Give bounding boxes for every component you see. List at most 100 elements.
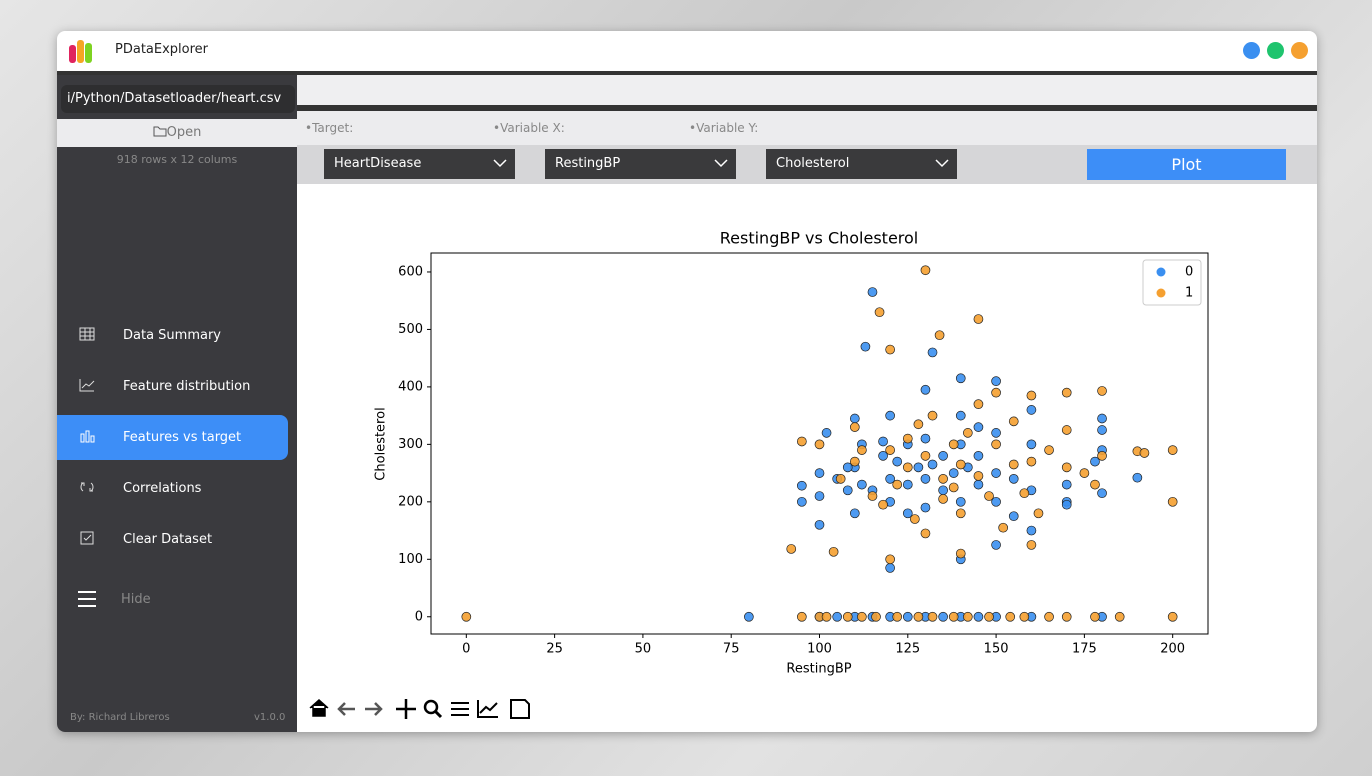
- point: [885, 554, 895, 565]
- point: [998, 522, 1009, 533]
- nav-label: Features vs target: [123, 430, 242, 445]
- point: [920, 502, 931, 513]
- x-tick-label: 75: [723, 642, 740, 657]
- point: [1061, 387, 1072, 398]
- point: [948, 482, 959, 493]
- pan-button[interactable]: [396, 699, 416, 719]
- y-dropdown[interactable]: Cholesterol: [766, 149, 957, 179]
- point: [991, 468, 1001, 478]
- window-button[interactable]: [1243, 42, 1260, 59]
- sidebar: [57, 75, 297, 732]
- point: [1026, 456, 1037, 467]
- point: [892, 479, 903, 490]
- nav-item[interactable]: Correlations: [57, 466, 288, 511]
- point: [878, 436, 888, 447]
- chevron: [935, 159, 949, 168]
- point: [1008, 511, 1019, 522]
- point: [973, 314, 984, 324]
- point: [744, 611, 754, 622]
- point: [991, 439, 1001, 450]
- point: [1061, 425, 1072, 435]
- point: [955, 373, 966, 384]
- point: [984, 491, 994, 501]
- point: [814, 491, 825, 501]
- home-button[interactable]: [309, 698, 329, 717]
- point: [1097, 425, 1107, 435]
- point: [796, 496, 807, 507]
- window-button[interactable]: [1291, 42, 1308, 59]
- hide-label[interactable]: Hide: [121, 592, 151, 607]
- point: [1097, 386, 1107, 396]
- point: [948, 611, 959, 622]
- y-tick-label: 100: [398, 552, 423, 567]
- nav-item[interactable]: Clear Dataset: [57, 517, 288, 562]
- config-button[interactable]: [451, 702, 469, 716]
- axes-button[interactable]: [477, 700, 498, 718]
- point: [910, 514, 920, 524]
- point: [973, 611, 984, 622]
- point: [1005, 611, 1016, 622]
- point: [814, 519, 825, 530]
- target-dropdown[interactable]: HeartDisease: [324, 149, 515, 179]
- menu-icon[interactable]: [77, 590, 97, 608]
- point: [1008, 473, 1019, 484]
- nav-item[interactable]: Feature distribution: [57, 364, 288, 409]
- point: [1114, 611, 1125, 622]
- back-button[interactable]: [337, 702, 355, 716]
- forward-button[interactable]: [365, 702, 383, 716]
- point: [955, 459, 966, 470]
- y-tick-label: 300: [398, 437, 423, 452]
- point: [962, 428, 973, 438]
- icon: [79, 379, 95, 392]
- point: [920, 528, 931, 539]
- point: [1097, 413, 1107, 424]
- point: [857, 611, 867, 622]
- point: [913, 419, 924, 430]
- nav-label: Correlations: [123, 481, 202, 496]
- plot-button[interactable]: Plot: [1087, 149, 1286, 180]
- legend-label: 0: [1185, 265, 1193, 280]
- point: [1044, 445, 1054, 455]
- point: [920, 265, 931, 276]
- point: [973, 479, 984, 490]
- point: [1019, 488, 1030, 499]
- point: [1026, 540, 1037, 550]
- point: [1044, 611, 1054, 622]
- point: [842, 462, 853, 473]
- app-logo: [69, 40, 92, 63]
- open-button[interactable]: Open: [57, 119, 297, 147]
- point: [902, 479, 913, 490]
- point: [1061, 611, 1072, 622]
- point: [927, 459, 938, 470]
- point: [1079, 468, 1090, 478]
- zoom-button[interactable]: [423, 699, 439, 715]
- point: [1026, 525, 1037, 536]
- point: [842, 611, 853, 622]
- window-button[interactable]: [1267, 42, 1284, 59]
- x-tick-label: 150: [984, 642, 1009, 657]
- point: [1132, 472, 1143, 483]
- window: PDataExplorer i/Python/Datasetloader/hea…: [57, 31, 1317, 732]
- point: [878, 451, 888, 461]
- point: [461, 611, 472, 622]
- point: [867, 287, 878, 297]
- y-tick-label: 500: [398, 322, 423, 337]
- point: [1026, 439, 1037, 450]
- save-button[interactable]: [510, 699, 530, 719]
- point: [938, 451, 948, 461]
- nav-item[interactable]: Data Summary: [57, 313, 288, 358]
- point: [867, 491, 878, 501]
- x-dropdown[interactable]: RestingBP: [545, 149, 736, 179]
- point: [814, 468, 825, 478]
- point: [885, 563, 895, 573]
- point: [955, 496, 966, 507]
- point: [991, 376, 1001, 386]
- icon: [79, 327, 95, 341]
- y-tick-label: 0: [415, 609, 423, 624]
- point: [991, 496, 1001, 507]
- point: [948, 439, 959, 450]
- nav-item-active[interactable]: Features vs target: [57, 415, 288, 460]
- x-axis-label: RestingBP: [786, 662, 851, 677]
- path-field[interactable]: i/Python/Datasetloader/heart.csv: [61, 85, 295, 113]
- y-tick-label: 200: [398, 494, 423, 509]
